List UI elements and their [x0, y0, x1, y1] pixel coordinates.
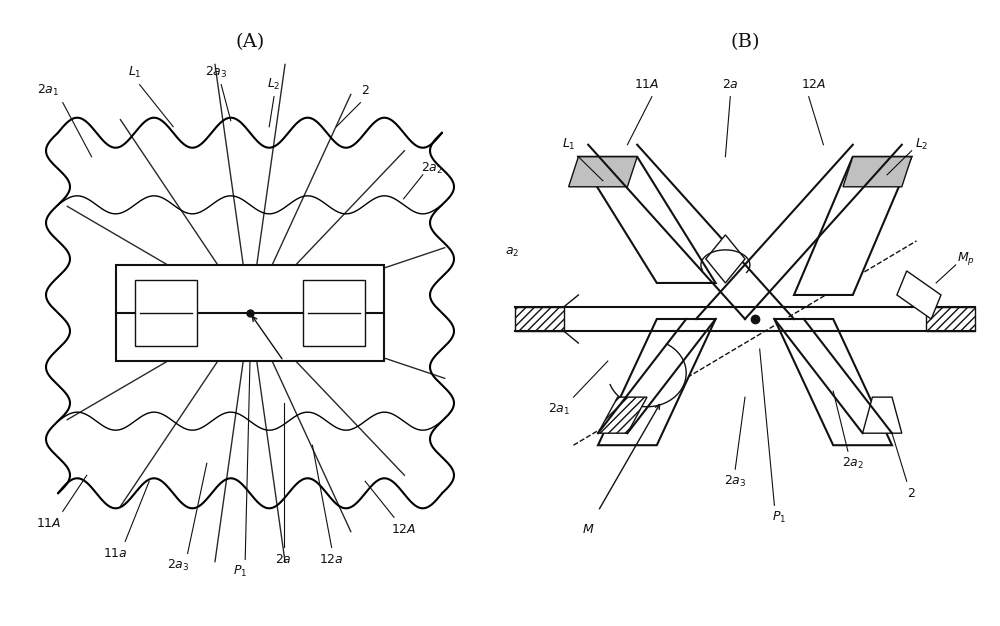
Bar	[303, 280, 365, 346]
Polygon shape	[569, 156, 637, 187]
Text: $2a_2$: $2a_2$	[421, 162, 444, 177]
Text: (A): (A)	[235, 34, 265, 51]
Polygon shape	[794, 156, 912, 295]
Text: $12A$: $12A$	[801, 78, 826, 91]
Polygon shape	[774, 319, 892, 445]
Text: $a_2$: $a_2$	[505, 247, 519, 259]
Text: $2a$: $2a$	[722, 78, 739, 91]
Text: $2a_1$: $2a_1$	[37, 83, 60, 98]
Text: $11A$: $11A$	[634, 78, 660, 91]
Text: $2$: $2$	[907, 487, 916, 500]
Text: (B): (B)	[730, 34, 760, 51]
Text: $P_1$: $P_1$	[772, 510, 786, 525]
Text: $2a_2$: $2a_2$	[842, 456, 864, 471]
Text: $11A$: $11A$	[36, 517, 61, 530]
Bar	[515, 307, 564, 331]
Text: $2$: $2$	[361, 84, 370, 97]
Polygon shape	[843, 156, 912, 187]
Text: $M_p$: $M_p$	[957, 250, 975, 267]
Polygon shape	[897, 271, 941, 319]
Text: $L_2$: $L_2$	[915, 137, 928, 152]
Bar	[926, 307, 975, 331]
Polygon shape	[863, 397, 902, 433]
Text: $L_1$: $L_1$	[128, 65, 142, 80]
Polygon shape	[598, 319, 716, 445]
Text: $L_2$: $L_2$	[267, 77, 281, 92]
Text: $2a_1$: $2a_1$	[548, 402, 570, 417]
Text: $12a$: $12a$	[319, 553, 344, 566]
Polygon shape	[578, 156, 716, 283]
Text: $2a$: $2a$	[275, 553, 292, 566]
Bar	[135, 280, 197, 346]
Polygon shape	[706, 235, 745, 283]
Bar	[116, 265, 384, 361]
Text: $12A$: $12A$	[391, 523, 416, 536]
Text: $11a$: $11a$	[103, 547, 128, 560]
Text: $L_1$: $L_1$	[562, 137, 575, 152]
Text: $2a_3$: $2a_3$	[167, 558, 189, 573]
Text: $M$: $M$	[582, 523, 594, 536]
Text: $2a_3$: $2a_3$	[724, 474, 746, 489]
Polygon shape	[598, 397, 647, 433]
Text: $2a_3$: $2a_3$	[205, 65, 228, 80]
Text: $P_1$: $P_1$	[233, 564, 248, 579]
